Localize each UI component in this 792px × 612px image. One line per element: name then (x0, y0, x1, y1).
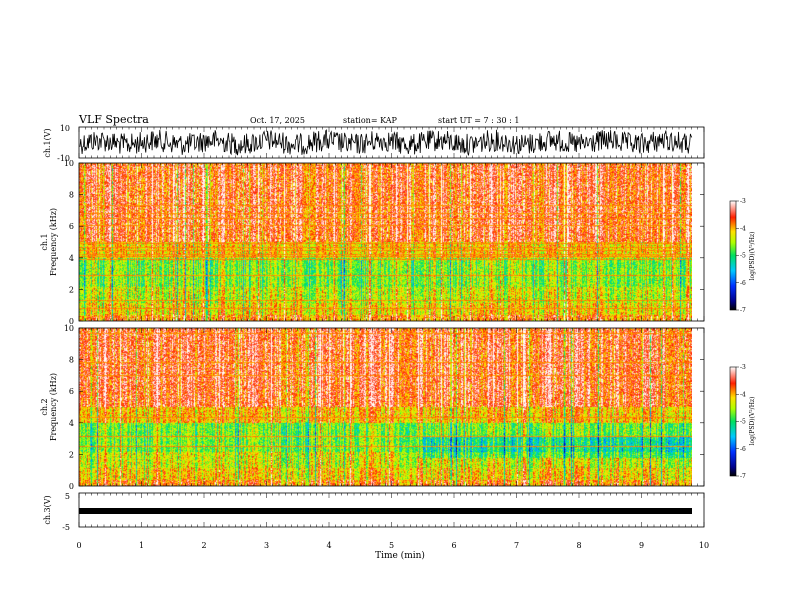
x-tick-label: 6 (451, 541, 456, 550)
ch3-ylabel: ch.3(V) (43, 495, 52, 524)
x-tick-label: 10 (699, 541, 709, 550)
ch3-waveform-trace (79, 508, 692, 514)
ch1-ylabel: ch.1(V) (43, 128, 52, 157)
ch1-spec-ytick-label: 4 (69, 254, 74, 263)
ch3-ytick-top: 5 (65, 492, 70, 501)
ch2-spectrogram-image (79, 328, 692, 486)
ch3-ytick-bottom: -5 (62, 523, 70, 532)
x-tick-label: 0 (76, 541, 81, 550)
ch2-spec-ytick-label: 8 (69, 356, 74, 365)
start-time-label: start UT = 7 : 30 : 1 (438, 116, 519, 125)
colorbar-tick-label: -5 (740, 419, 746, 426)
colorbar-tick-label: -7 (740, 307, 746, 314)
ch1-waveform-line (79, 129, 693, 156)
ch1-colorbar (729, 200, 737, 311)
x-tick-label: 1 (139, 541, 144, 550)
ch1-spec-ytick-label: 0 (69, 317, 74, 326)
ch2-spec-ylabel-channel: ch.2 (40, 398, 49, 415)
colorbar-tick-label: -3 (740, 198, 746, 205)
x-tick-label: 8 (576, 541, 581, 550)
colorbar-tick-label: -7 (740, 473, 746, 480)
ch2-colorbar (729, 366, 737, 477)
x-tick-label: 5 (389, 541, 394, 550)
ch1-spectrogram-image (79, 163, 692, 321)
ch1-spec-ylabel: Frequency (kHz) (49, 208, 58, 276)
x-tick-label: 3 (264, 541, 269, 550)
ch2-colorbar-label: log(PSD)(V²/Hz) (749, 397, 756, 446)
ch1-spec-ytick-label: 6 (69, 222, 74, 231)
ch1-spec-ylabel-channel: ch.1 (40, 233, 49, 250)
x-tick-label: 9 (639, 541, 644, 550)
ch1-ytick-top: 10 (60, 124, 70, 133)
colorbar-tick-label: -4 (740, 225, 746, 232)
colorbar-tick-label: -5 (740, 253, 746, 260)
colorbar-tick-label: -6 (740, 446, 746, 453)
station-label: station= KAP (343, 116, 398, 125)
x-tick-label: 4 (326, 541, 331, 550)
colorbar-tick-label: -6 (740, 280, 746, 287)
ch3-waveform-panel: 5 -5 ch.3(V) (43, 492, 705, 532)
ch1-spec-ytick-label: 10 (64, 159, 74, 168)
colorbar-tick-label: -3 (740, 364, 746, 371)
date-label: Oct. 17, 2025 (250, 116, 305, 125)
ch1-waveform-panel: 10 -10 ch.1(V) (43, 124, 705, 163)
ch1-ytick-bottom: -10 (57, 154, 70, 163)
x-axis-label: Time (min) (375, 550, 425, 561)
ch1-colorbar-label: log(PSD)(V²/Hz) (749, 232, 756, 281)
ch2-spec-ytick-label: 2 (69, 450, 74, 459)
ch1-spec-ytick-label: 2 (69, 285, 74, 294)
x-tick-label: 7 (514, 541, 519, 550)
figure-title: VLF Spectra (78, 113, 149, 126)
ch2-spec-ytick-label: 4 (69, 419, 74, 428)
ch2-spec-ytick-label: 0 (69, 482, 74, 491)
ch2-spec-ytick-label: 10 (64, 324, 74, 333)
colorbar-tick-label: -4 (740, 391, 746, 398)
ch2-spec-ytick-label: 6 (69, 387, 74, 396)
x-tick-label: 2 (201, 541, 206, 550)
ch1-spec-ytick-label: 8 (69, 191, 74, 200)
ch2-spec-ylabel: Frequency (kHz) (49, 373, 58, 441)
